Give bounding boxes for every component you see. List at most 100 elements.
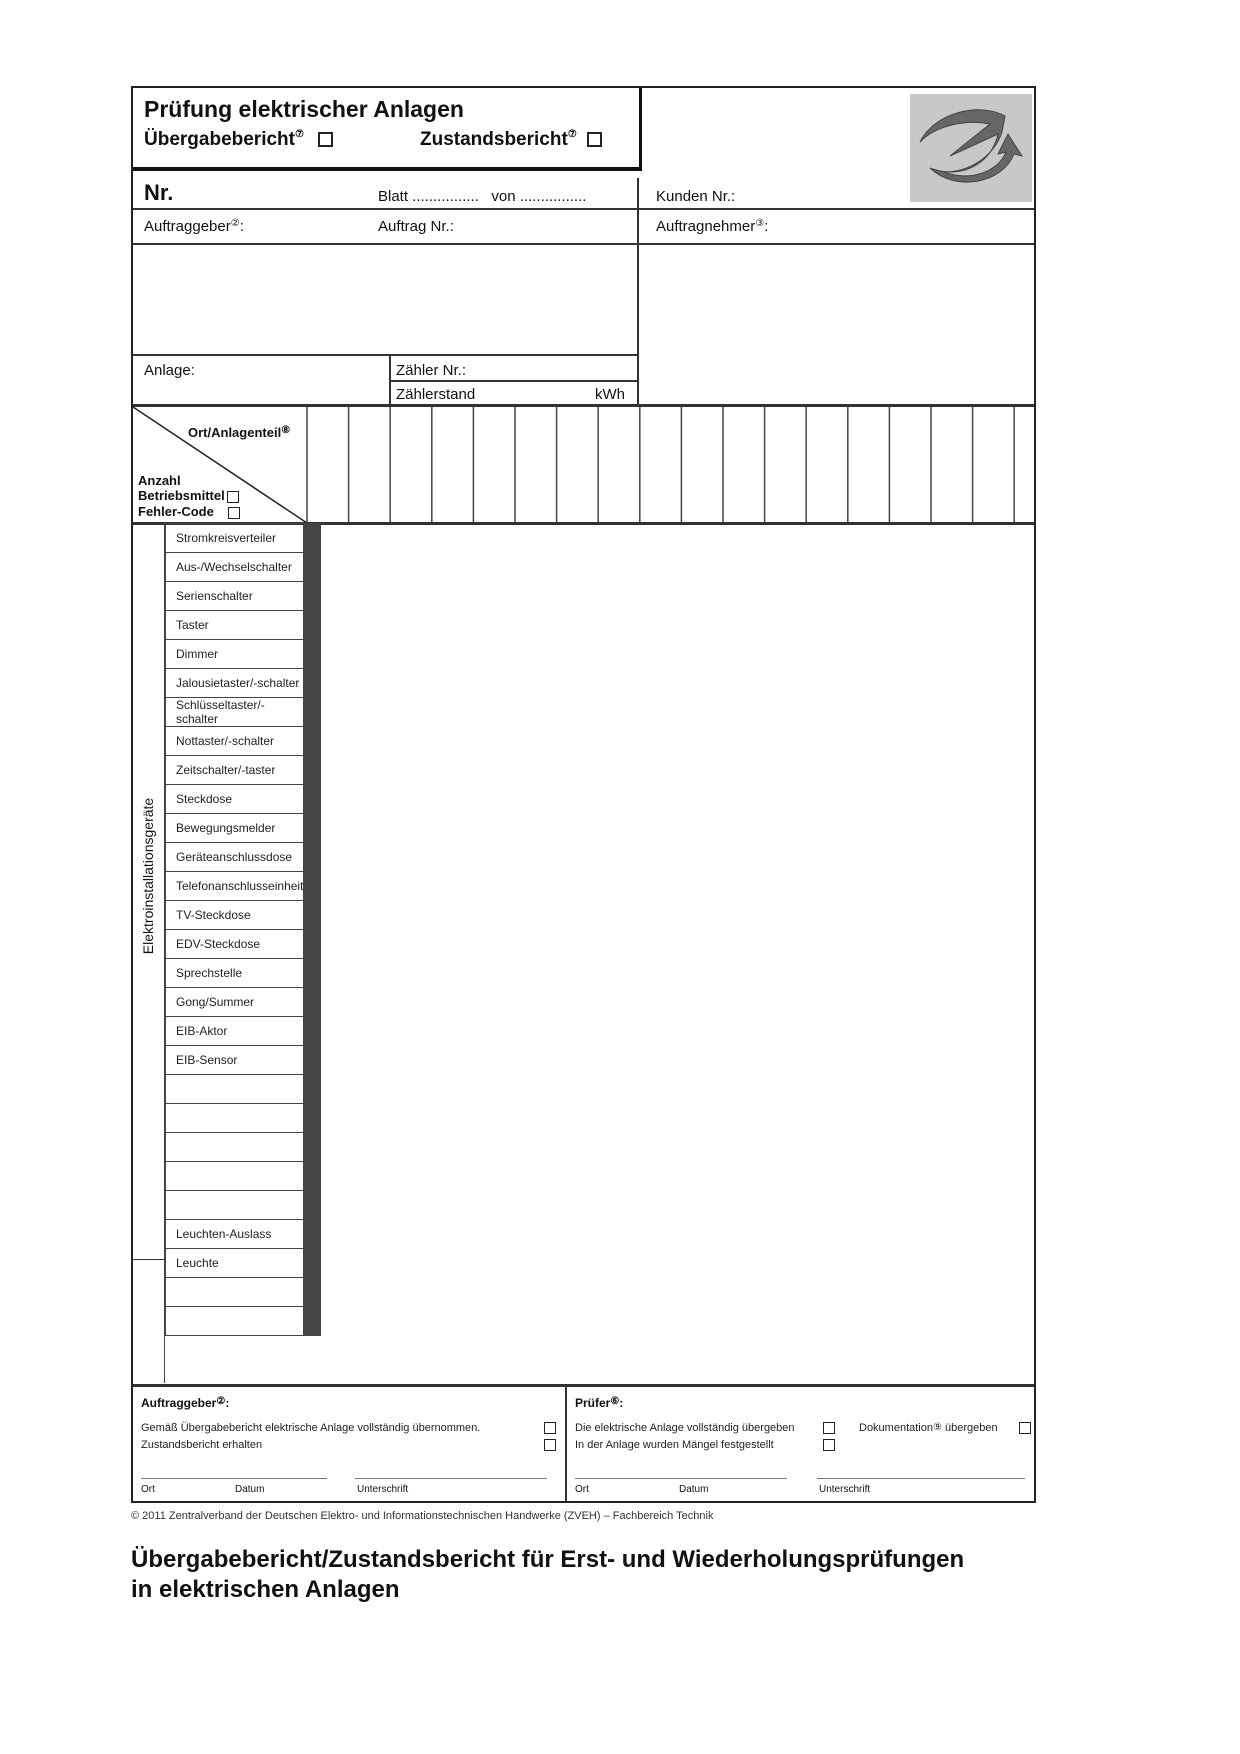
pruefer-ort-datum-line[interactable]	[575, 1478, 787, 1479]
grid-cell[interactable]	[319, 1248, 322, 1278]
grid-cell[interactable]	[319, 842, 322, 872]
grid-cell[interactable]	[319, 581, 322, 611]
report-type-uebergabe[interactable]: Übergabebericht⑦	[144, 129, 333, 151]
kwh-unit: kWh	[595, 386, 625, 403]
copyright: © 2011 Zentralverband der Deutschen Elek…	[131, 1510, 714, 1522]
row-label: Gong/Summer	[164, 987, 305, 1017]
grid-cell[interactable]	[319, 668, 322, 698]
row-label: EIB-Aktor	[164, 1016, 305, 1046]
row-label: EIB-Sensor	[164, 1045, 305, 1075]
grid-cell[interactable]	[319, 523, 322, 553]
dokumentation-checkbox[interactable]	[1019, 1422, 1031, 1434]
table-row: Telefonanschlusseinheit	[164, 871, 322, 901]
auftrag-nr-field[interactable]: Auftrag Nr.:	[378, 218, 454, 235]
footer-auftraggeber: Auftraggeber②: Gemäß Übergabebericht ele…	[133, 1386, 565, 1501]
grid-cell[interactable]	[319, 900, 322, 930]
anlage-field[interactable]: Anlage:	[144, 362, 195, 379]
grid-cell[interactable]	[319, 987, 322, 1017]
zveh-logo	[910, 94, 1032, 202]
grid-cell[interactable]	[319, 639, 322, 669]
table-row: Schlüsseltaster/-schalter	[164, 697, 322, 727]
table-row: Stromkreisverteiler	[164, 523, 322, 553]
grid-cell[interactable]	[319, 1016, 322, 1046]
auftragnehmer-label: Auftragnehmer③:	[656, 218, 769, 235]
nr-label: Nr.	[144, 180, 174, 205]
auftragnehmer-address-area[interactable]	[639, 245, 1034, 405]
table-row: Nottaster/-schalter	[164, 726, 322, 756]
table-row: Leuchte	[164, 1248, 322, 1278]
grid-cell[interactable]	[319, 697, 322, 727]
kunden-nr-field[interactable]: Kunden Nr.:	[656, 188, 736, 205]
table-row	[164, 1161, 322, 1191]
grid-cell[interactable]	[319, 1045, 322, 1075]
row-label: Dimmer	[164, 639, 305, 669]
grid-cell[interactable]	[319, 1306, 322, 1336]
uebernommen-checkbox[interactable]	[544, 1422, 556, 1434]
ort-anlagenteil-label: Ort/Anlagenteil⑧	[188, 425, 291, 440]
grid-cell[interactable]	[319, 871, 322, 901]
logo-swoosh-icon	[919, 109, 1024, 183]
auftraggeber-address-area[interactable]	[133, 245, 637, 353]
betriebsmittel-option[interactable]: Betriebsmittel	[138, 488, 239, 503]
row-label	[164, 1306, 305, 1336]
table-row: Jalousietaster/-schalter	[164, 668, 322, 698]
uebernommen-item: Gemäß Übergabebericht elektrische Anlage…	[141, 1422, 481, 1434]
betriebsmittel-checkbox[interactable]	[226, 490, 239, 503]
anzahl-label: Anzahl	[138, 473, 181, 488]
table-row: TV-Steckdose	[164, 900, 322, 930]
row-label: Aus-/Wechselschalter	[164, 552, 305, 582]
grid-cell[interactable]	[319, 1103, 322, 1133]
row-label	[164, 1190, 305, 1220]
row-label: Jalousietaster/-schalter	[164, 668, 305, 698]
unterschrift-line[interactable]	[355, 1478, 547, 1479]
table-row	[164, 1190, 322, 1220]
row-label	[164, 1132, 305, 1162]
grid-cell[interactable]	[319, 929, 322, 959]
grid-cell[interactable]	[319, 813, 322, 843]
form-title: Prüfung elektrischer Anlagen	[144, 96, 464, 122]
uebergabe-checkbox[interactable]	[317, 132, 333, 148]
grid-header: Ort/Anlagenteil⑧ Anzahl Betriebsmittel F…	[133, 407, 1034, 523]
fehlercode-checkbox[interactable]	[227, 506, 240, 519]
report-type-zustand[interactable]: Zustandsbericht⑦	[420, 129, 602, 151]
fehlercode-option[interactable]: Fehler-Code	[138, 504, 240, 519]
grid-cell[interactable]	[319, 1132, 322, 1162]
zustand-checkbox[interactable]	[586, 132, 602, 148]
blatt-field[interactable]: Blatt ................ von .............…	[378, 188, 587, 205]
grid-cell[interactable]	[319, 1219, 322, 1249]
zaehlerstand-field[interactable]: Zählerstand	[396, 386, 476, 403]
row-label: Telefonanschlusseinheit	[164, 871, 305, 901]
table-row: Gong/Summer	[164, 987, 322, 1017]
row-label: Zeitschalter/-taster	[164, 755, 305, 785]
row-label: Steckdose	[164, 784, 305, 814]
table-row: Taster	[164, 610, 322, 640]
row-label: EDV-Steckdose	[164, 929, 305, 959]
table-row	[164, 1306, 322, 1336]
table-row	[164, 1103, 322, 1133]
uebergeben-checkbox[interactable]	[823, 1422, 835, 1434]
grid-cell[interactable]	[319, 755, 322, 785]
ort-datum-line[interactable]	[141, 1478, 327, 1479]
grid-cell[interactable]	[319, 958, 322, 988]
row-label: Geräteanschlussdose	[164, 842, 305, 872]
row-label: Leuchten-Auslass	[164, 1219, 305, 1249]
grid-cell[interactable]	[319, 726, 322, 756]
grid-cell[interactable]	[319, 552, 322, 582]
zustandsbericht-checkbox[interactable]	[544, 1439, 556, 1451]
pruefer-unterschrift-line[interactable]	[817, 1478, 1025, 1479]
table-row: Dimmer	[164, 639, 322, 669]
caption-line-2: in elektrischen Anlagen	[131, 1576, 400, 1603]
row-label	[164, 1074, 305, 1104]
row-label: Stromkreisverteiler	[164, 523, 305, 553]
table-row: EIB-Sensor	[164, 1045, 322, 1075]
grid-cell[interactable]	[319, 1190, 322, 1220]
grid-cell[interactable]	[319, 1277, 322, 1307]
grid-cell[interactable]	[319, 1074, 322, 1104]
grid-cell[interactable]	[319, 1161, 322, 1191]
zaehler-nr-field[interactable]: Zähler Nr.:	[396, 362, 467, 379]
grid-cell[interactable]	[319, 784, 322, 814]
grid-cell[interactable]	[319, 610, 322, 640]
maengel-checkbox[interactable]	[823, 1439, 835, 1451]
row-label: Serienschalter	[164, 581, 305, 611]
table-row: Bewegungsmelder	[164, 813, 322, 843]
